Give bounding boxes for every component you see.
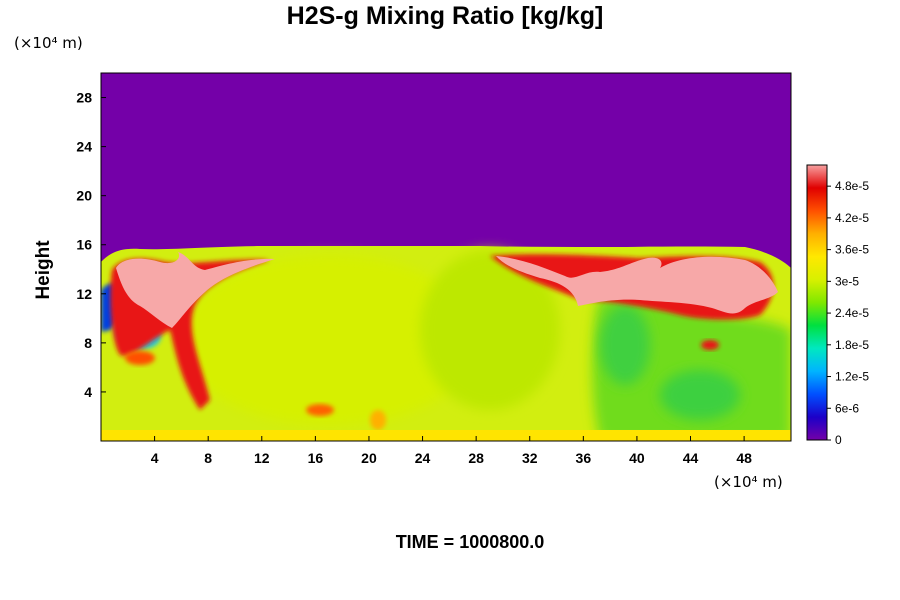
x-tick-label: 16 bbox=[308, 450, 324, 466]
region-hotspot-4 bbox=[125, 351, 155, 365]
colorbar-tick-label: 4.2e-5 bbox=[835, 211, 869, 225]
colorbar: 0 6e-6 1.2e-5 1.8e-5 2.4e-5 3e-5 3.6e-5 4.2e-5 4… bbox=[806, 164, 869, 447]
plot-frame bbox=[100, 72, 792, 442]
region-hotspot-1 bbox=[306, 404, 334, 416]
colorbar-tick-label: 6e-6 bbox=[835, 401, 859, 415]
x-tick-label: 36 bbox=[576, 450, 592, 466]
colorbar-tick-label: 1.2e-5 bbox=[835, 370, 869, 384]
y-tick-label: 8 bbox=[84, 335, 92, 351]
x-tick-label: 44 bbox=[683, 450, 699, 466]
colorbar-tick-label: 3e-5 bbox=[835, 274, 859, 288]
region-bulk-right bbox=[420, 250, 560, 410]
colorbar-tick-label: 4.8e-5 bbox=[835, 179, 869, 193]
region-eastern-plume bbox=[496, 256, 778, 314]
y-tick-label: 12 bbox=[76, 286, 92, 302]
time-label: TIME = 1000800.0 bbox=[395, 532, 545, 552]
x-axis: 4 8 12 16 20 24 28 32 36 40 44 48 bbox=[151, 436, 752, 466]
region-bulk-center bbox=[180, 255, 480, 425]
y-tick-label: 24 bbox=[76, 139, 92, 155]
region-eddy bbox=[660, 370, 740, 420]
colorbar-ticks: 0 6e-6 1.2e-5 1.8e-5 2.4e-5 3e-5 3.6e-5 4.2e-5 4… bbox=[827, 179, 869, 447]
x-axis-unit: (×10⁴ m) bbox=[714, 473, 783, 491]
x-tick-label: 4 bbox=[151, 450, 159, 466]
region-eddy-west bbox=[600, 305, 650, 385]
region-bottom-band bbox=[101, 430, 791, 441]
colorbar-tick-label: 3.6e-5 bbox=[835, 243, 869, 257]
colorbar-tick-label: 2.4e-5 bbox=[835, 306, 869, 320]
x-tick-label: 28 bbox=[468, 450, 484, 466]
x-tick-label: 32 bbox=[522, 450, 538, 466]
heatmap-field bbox=[101, 73, 791, 441]
colorbar-tick-label: 1.8e-5 bbox=[835, 338, 869, 352]
x-tick-label: 20 bbox=[361, 450, 377, 466]
y-tick-label: 20 bbox=[76, 188, 92, 204]
colorbar-bar bbox=[806, 164, 828, 441]
y-axis: 4 8 12 16 20 24 28 bbox=[76, 90, 106, 400]
region-western-plume bbox=[116, 252, 275, 328]
chart-title: H2S-g Mixing Ratio [kg/kg] bbox=[286, 2, 604, 30]
y-tick-label: 4 bbox=[84, 384, 92, 400]
y-tick-label: 16 bbox=[76, 237, 92, 253]
region-hotspot-2 bbox=[370, 410, 386, 430]
x-tick-label: 12 bbox=[254, 450, 270, 466]
x-tick-label: 8 bbox=[204, 450, 212, 466]
y-axis-unit: (×10⁴ m) bbox=[14, 34, 83, 52]
colorbar-tick-label: 0 bbox=[835, 433, 842, 447]
y-tick-label: 28 bbox=[76, 90, 92, 106]
x-tick-label: 48 bbox=[736, 450, 752, 466]
x-tick-label: 40 bbox=[629, 450, 645, 466]
x-tick-label: 24 bbox=[415, 450, 431, 466]
region-hotspot-3 bbox=[701, 340, 719, 350]
